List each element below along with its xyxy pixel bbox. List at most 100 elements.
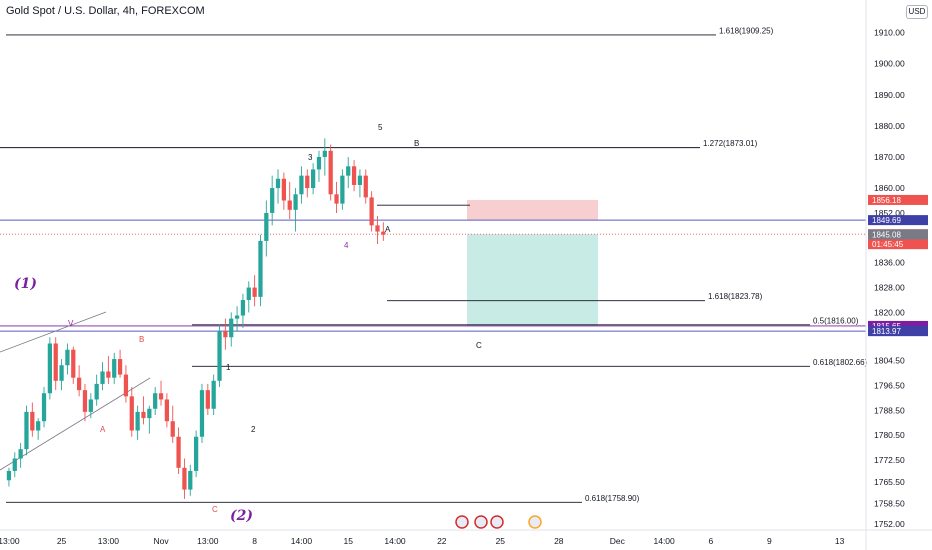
event-icons	[455, 515, 542, 529]
candle-body	[71, 349, 76, 378]
candle	[234, 306, 240, 332]
candle	[281, 172, 286, 210]
candle	[252, 275, 257, 307]
candle-body	[65, 349, 70, 366]
candle-body	[77, 377, 82, 391]
price-tick-label: 1880.00	[874, 121, 905, 131]
candle-body	[59, 365, 64, 381]
time-tick-label: Nov	[153, 536, 169, 546]
wave-label: B	[139, 335, 144, 344]
candle	[258, 234, 263, 307]
candle-body	[30, 411, 35, 431]
fib-levels: 1.618(1909.25) 1.272(1873.01) 1.618(1823.7…	[0, 26, 868, 503]
position-zones	[467, 199, 598, 326]
candle	[170, 405, 175, 443]
candle-body	[264, 212, 269, 241]
candle	[357, 169, 363, 198]
candle-body	[147, 408, 152, 419]
candle	[217, 324, 222, 388]
candle	[71, 346, 76, 384]
candle	[275, 169, 281, 204]
time-tick-label: 13	[835, 536, 845, 546]
candle-body	[328, 150, 333, 195]
candle-body	[299, 175, 304, 195]
stop-loss-zone[interactable]	[467, 199, 598, 221]
price-badge: 1849.69	[868, 215, 928, 226]
candle	[77, 365, 82, 397]
candle	[316, 150, 322, 182]
candle	[123, 365, 129, 403]
candle	[211, 374, 216, 415]
candle	[188, 464, 193, 496]
fib-level-label: 1.618(1823.78)	[708, 292, 763, 301]
price-tick-label: 1860.00	[874, 183, 905, 193]
price-badge: 1856.18	[868, 194, 928, 205]
time-tick-label: 22	[437, 536, 447, 546]
price-badge-bg	[868, 326, 928, 337]
candle	[264, 200, 269, 257]
candle	[375, 216, 380, 245]
candle	[153, 387, 158, 415]
us-flag-icon[interactable]	[528, 515, 542, 529]
time-tick-label: 14:00	[291, 536, 313, 546]
candle-body	[293, 194, 298, 210]
candle-body	[82, 390, 88, 412]
candle	[30, 402, 35, 437]
candle-body	[18, 449, 23, 459]
chart-title: Gold Spot / U.S. Dollar, 4h, FOREXCOM	[6, 5, 205, 17]
candle-body	[41, 393, 47, 422]
price-tick-label: 1910.00	[874, 28, 905, 38]
time-tick-label: 13:00	[0, 536, 20, 546]
candle-body	[164, 399, 169, 422]
candle	[112, 352, 117, 384]
candle	[229, 312, 234, 347]
wave-label: (2)	[230, 508, 253, 524]
candle-body	[270, 188, 275, 213]
price-tick-label: 1890.00	[874, 90, 905, 100]
candle	[82, 383, 88, 422]
candle-body	[275, 178, 281, 189]
candle-body	[281, 178, 286, 201]
time-tick-label: 13:00	[98, 536, 120, 546]
candle	[363, 169, 368, 204]
time-tick-label: 6	[709, 536, 714, 546]
take-profit-zone[interactable]	[467, 234, 598, 326]
time-tick-label: 28	[554, 536, 564, 546]
price-badge-label: 1813.97	[872, 327, 901, 336]
candle-body	[205, 390, 210, 409]
candle-body	[24, 411, 29, 450]
candle	[334, 181, 339, 213]
candle	[346, 156, 351, 189]
candle-body	[6, 470, 12, 481]
wave-label: C	[212, 505, 218, 514]
candle	[6, 467, 12, 487]
wave-label: 1	[226, 363, 231, 372]
candle	[199, 383, 205, 443]
time-tick-label: 25	[496, 536, 506, 546]
fib-level-label: 0.5(1816.00)	[813, 316, 859, 325]
candle	[246, 281, 251, 313]
time-tick-label: 8	[252, 536, 257, 546]
currency-button[interactable]: USD	[906, 5, 928, 19]
candle-body	[229, 318, 234, 338]
candle	[36, 418, 41, 440]
price-badges: 1856.181849.691845.1701:45:451845.081815…	[868, 194, 928, 337]
us-flag-icon[interactable]	[490, 515, 504, 529]
price-tick-label: 1752.00	[874, 519, 905, 529]
candle-body	[351, 166, 357, 185]
candle	[381, 222, 386, 241]
us-flag-icon[interactable]	[455, 515, 469, 529]
candle-body	[176, 436, 181, 468]
candle-body	[100, 371, 105, 384]
price-tick-label: 1788.50	[874, 405, 905, 415]
candle	[305, 169, 310, 198]
candle	[240, 293, 246, 328]
time-tick-label: 14:00	[653, 536, 675, 546]
candle	[205, 383, 210, 415]
candle-body	[117, 359, 123, 375]
candle-body	[240, 299, 246, 316]
candle	[59, 359, 64, 391]
us-flag-icon[interactable]	[474, 515, 488, 529]
price-badge-bg	[868, 320, 928, 331]
